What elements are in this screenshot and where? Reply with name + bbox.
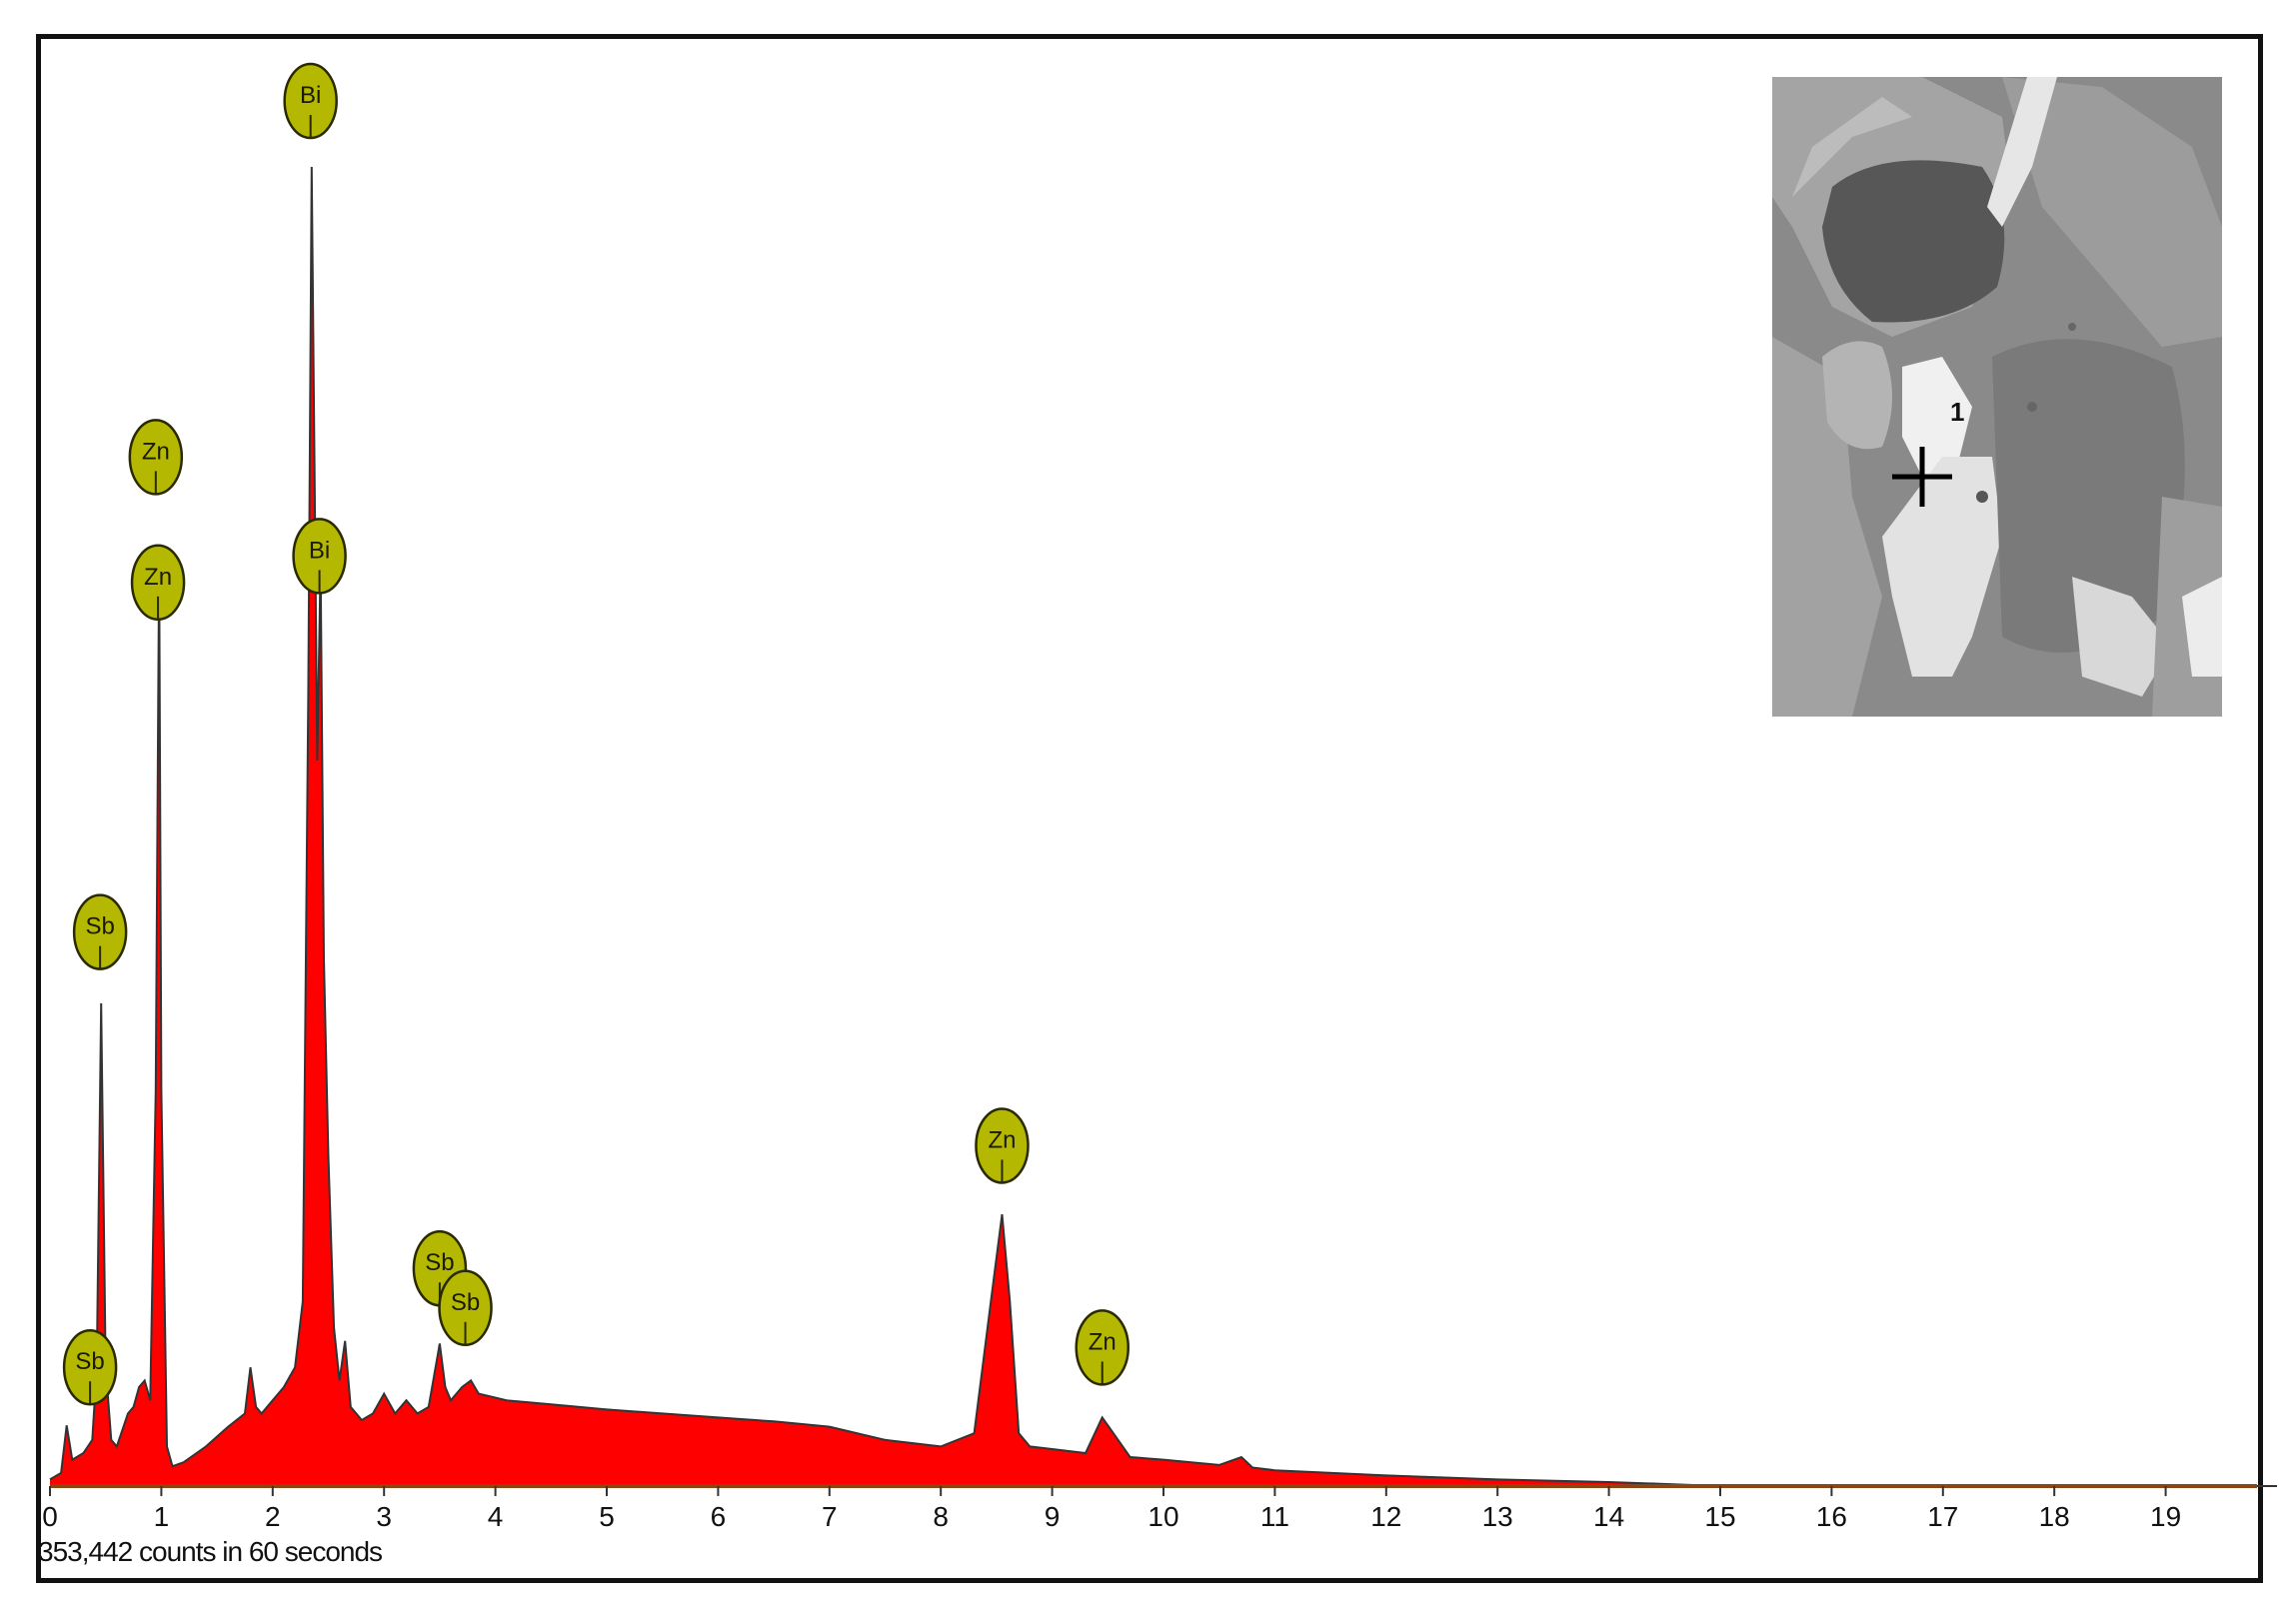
x-tick-label-11: 11 bbox=[1260, 1501, 1289, 1532]
x-tick-label-17: 17 bbox=[1927, 1501, 1958, 1532]
spectrum-outline-0 bbox=[49, 166, 2277, 1487]
peak-label-text: Sb bbox=[451, 1289, 480, 1316]
x-tick-label-15: 15 bbox=[1704, 1501, 1735, 1532]
x-tick-label-4: 4 bbox=[488, 1501, 504, 1532]
x-tick-label-19: 19 bbox=[2150, 1501, 2181, 1532]
peak-label-text: Zn bbox=[988, 1126, 1016, 1153]
peak-label-text: Sb bbox=[425, 1249, 454, 1276]
x-tick-label-18: 18 bbox=[2039, 1501, 2070, 1532]
x-tick-label-2: 2 bbox=[265, 1501, 281, 1532]
peak-label-text: Sb bbox=[85, 913, 114, 940]
x-tick-label-3: 3 bbox=[376, 1501, 392, 1532]
x-tick-label-16: 16 bbox=[1816, 1501, 1847, 1532]
x-tick-label-12: 12 bbox=[1370, 1501, 1401, 1532]
x-tick-label-1: 1 bbox=[154, 1501, 170, 1532]
x-tick-label-6: 6 bbox=[711, 1501, 727, 1532]
x-tick-label-10: 10 bbox=[1148, 1501, 1178, 1532]
x-tick-label-9: 9 bbox=[1045, 1501, 1061, 1532]
peak-label-text: Zn bbox=[144, 564, 172, 591]
sem-inset-image: 1 bbox=[1772, 77, 2222, 717]
peak-label-bi-0: Bi bbox=[283, 62, 338, 140]
x-tick-label-0: 0 bbox=[42, 1501, 58, 1532]
peak-label-zn-3: Zn bbox=[130, 544, 186, 622]
x-tick-label-14: 14 bbox=[1593, 1501, 1624, 1532]
peak-label-zn-8: Zn bbox=[975, 1107, 1030, 1184]
peak-label-text: Sb bbox=[75, 1348, 104, 1375]
x-tick-label-7: 7 bbox=[822, 1501, 838, 1532]
peak-label-bi-1: Bi bbox=[292, 518, 347, 595]
peak-label-text: Zn bbox=[142, 438, 170, 465]
peak-label-text: Bi bbox=[309, 537, 330, 564]
x-tick-label-13: 13 bbox=[1482, 1501, 1513, 1532]
peak-label-sb-7: Sb bbox=[438, 1269, 493, 1347]
peak-label-zn-9: Zn bbox=[1075, 1309, 1130, 1386]
peak-label-sb-4: Sb bbox=[72, 893, 128, 970]
x-tick-label-5: 5 bbox=[599, 1501, 615, 1532]
peak-label-text: Bi bbox=[300, 82, 321, 109]
x-tick-label-8: 8 bbox=[933, 1501, 949, 1532]
peak-label-zn-2: Zn bbox=[128, 419, 184, 496]
counts-footer: 353,442 counts in 60 seconds bbox=[38, 1536, 383, 1567]
peak-label-sb-5: Sb bbox=[62, 1328, 118, 1406]
peak-label-text: Zn bbox=[1089, 1328, 1117, 1355]
cursor-label: 1 bbox=[1950, 397, 1964, 427]
crosshair-icon bbox=[1892, 447, 1952, 507]
